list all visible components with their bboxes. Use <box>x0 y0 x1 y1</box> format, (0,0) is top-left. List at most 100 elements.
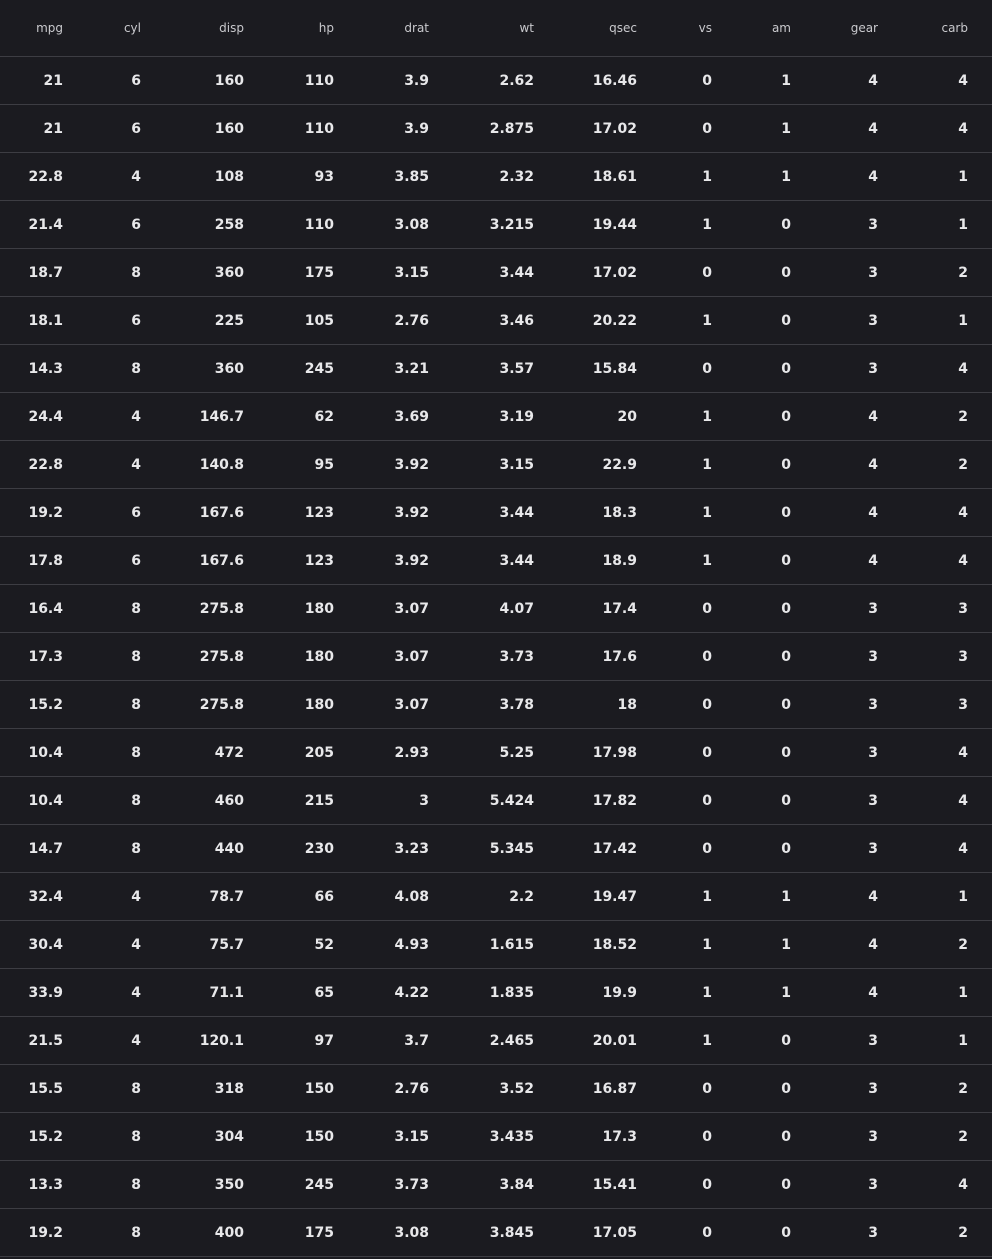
table-cell-qsec: 15.41 <box>592 1176 637 1193</box>
table-cell-drat: 2.93 <box>394 744 429 761</box>
column-header-wt[interactable]: wt <box>519 21 534 35</box>
table-cell-mpg: 21 <box>43 72 63 89</box>
column-header-gear[interactable]: gear <box>850 21 878 35</box>
table-cell-mpg: 33.9 <box>28 984 63 1001</box>
table-cell-drat: 4.93 <box>394 936 429 953</box>
table-cell-drat: 3.07 <box>394 600 429 617</box>
table-cell-disp: 140.8 <box>199 456 244 473</box>
column-header-disp[interactable]: disp <box>219 21 244 35</box>
table-cell-gear: 3 <box>868 1176 878 1193</box>
table-cell-cyl: 4 <box>131 168 141 185</box>
table-cell-wt: 3.215 <box>489 216 534 233</box>
table-row: 21 6 160 110 3.9 2.62 16.46 0 1 4 4 <box>0 57 992 105</box>
column-header-drat[interactable]: drat <box>404 21 429 35</box>
table-cell-cyl: 8 <box>131 264 141 281</box>
table-cell-drat: 3 <box>419 792 429 809</box>
table-cell-carb: 1 <box>958 888 968 905</box>
table-cell-carb: 4 <box>958 504 968 521</box>
table-cell-mpg: 21 <box>43 120 63 137</box>
table-cell-cyl: 6 <box>131 504 141 521</box>
table-cell-wt: 1.835 <box>489 984 534 1001</box>
table-row: 32.4 4 78.7 66 4.08 2.2 19.47 1 1 4 1 <box>0 873 992 921</box>
table-cell-cyl: 4 <box>131 888 141 905</box>
table-cell-cyl: 8 <box>131 1080 141 1097</box>
table-cell-vs: 0 <box>702 360 712 377</box>
column-header-carb[interactable]: carb <box>941 21 968 35</box>
table-cell-am: 0 <box>781 504 791 521</box>
table-cell-drat: 3.08 <box>394 216 429 233</box>
table-row: 15.2 8 304 150 3.15 3.435 17.3 0 0 3 2 <box>0 1113 992 1161</box>
table-cell-vs: 1 <box>702 936 712 953</box>
table-cell-drat: 4.08 <box>394 888 429 905</box>
table-cell-drat: 3.21 <box>394 360 429 377</box>
table-cell-wt: 3.84 <box>499 1176 534 1193</box>
table-row: 33.9 4 71.1 65 4.22 1.835 19.9 1 1 4 1 <box>0 969 992 1017</box>
column-header-qsec[interactable]: qsec <box>609 21 637 35</box>
table-cell-am: 0 <box>781 600 791 617</box>
table-cell-wt: 2.2 <box>509 888 534 905</box>
table-cell-qsec: 17.02 <box>592 120 637 137</box>
table-cell-am: 0 <box>781 360 791 377</box>
table-cell-vs: 1 <box>702 168 712 185</box>
table-cell-qsec: 18.61 <box>592 168 637 185</box>
table-row: 19.2 8 400 175 3.08 3.845 17.05 0 0 3 2 <box>0 1209 992 1257</box>
table-cell-vs: 0 <box>702 696 712 713</box>
table-cell-cyl: 4 <box>131 408 141 425</box>
table-row: 21.4 6 258 110 3.08 3.215 19.44 1 0 3 1 <box>0 201 992 249</box>
column-header-hp[interactable]: hp <box>318 21 334 35</box>
table-cell-mpg: 21.4 <box>28 216 63 233</box>
table-row: 17.8 6 167.6 123 3.92 3.44 18.9 1 0 4 4 <box>0 537 992 585</box>
table-cell-vs: 1 <box>702 312 712 329</box>
table-cell-hp: 245 <box>304 360 334 377</box>
table-cell-wt: 2.62 <box>499 72 534 89</box>
table-cell-cyl: 8 <box>131 744 141 761</box>
table-cell-drat: 3.23 <box>394 840 429 857</box>
table-cell-wt: 3.845 <box>489 1224 534 1241</box>
table-row: 30.4 4 75.7 52 4.93 1.615 18.52 1 1 4 2 <box>0 921 992 969</box>
table-cell-am: 0 <box>781 1224 791 1241</box>
column-header-am[interactable]: am <box>771 21 791 35</box>
table-row: 15.2 8 275.8 180 3.07 3.78 18 0 0 3 3 <box>0 681 992 729</box>
table-cell-carb: 2 <box>958 264 968 281</box>
table-cell-drat: 3.92 <box>394 504 429 521</box>
column-header-mpg[interactable]: mpg <box>36 21 63 35</box>
table-cell-cyl: 8 <box>131 648 141 665</box>
table-cell-wt: 3.15 <box>499 456 534 473</box>
table-cell-vs: 1 <box>702 552 712 569</box>
table-cell-carb: 4 <box>958 552 968 569</box>
table-cell-gear: 3 <box>868 696 878 713</box>
table-cell-gear: 3 <box>868 840 878 857</box>
table-cell-gear: 3 <box>868 744 878 761</box>
table-cell-mpg: 32.4 <box>28 888 63 905</box>
table-cell-wt: 3.435 <box>489 1128 534 1145</box>
table-cell-am: 0 <box>781 792 791 809</box>
table-cell-disp: 304 <box>214 1128 244 1145</box>
table-cell-hp: 52 <box>314 936 334 953</box>
table-cell-gear: 4 <box>868 888 878 905</box>
table-cell-gear: 3 <box>868 216 878 233</box>
table-cell-wt: 3.44 <box>499 264 534 281</box>
column-header-vs[interactable]: vs <box>698 21 712 35</box>
table-cell-mpg: 19.2 <box>28 1224 63 1241</box>
table-cell-carb: 4 <box>958 1176 968 1193</box>
table-cell-mpg: 10.4 <box>28 792 63 809</box>
table-cell-gear: 3 <box>868 600 878 617</box>
table-row: 14.7 8 440 230 3.23 5.345 17.42 0 0 3 4 <box>0 825 992 873</box>
table-cell-vs: 1 <box>702 408 712 425</box>
table-cell-drat: 3.92 <box>394 456 429 473</box>
table-cell-am: 0 <box>781 456 791 473</box>
table-cell-wt: 3.57 <box>499 360 534 377</box>
table-cell-gear: 4 <box>868 504 878 521</box>
table-cell-cyl: 6 <box>131 120 141 137</box>
table-cell-hp: 95 <box>314 456 334 473</box>
table-cell-qsec: 17.6 <box>602 648 637 665</box>
table-cell-mpg: 13.3 <box>28 1176 63 1193</box>
table-cell-gear: 4 <box>868 408 878 425</box>
table-cell-am: 0 <box>781 1128 791 1145</box>
table-cell-cyl: 6 <box>131 552 141 569</box>
table-cell-cyl: 6 <box>131 72 141 89</box>
column-header-cyl[interactable]: cyl <box>123 21 141 35</box>
table-cell-mpg: 10.4 <box>28 744 63 761</box>
table-cell-drat: 4.22 <box>394 984 429 1001</box>
table-cell-hp: 175 <box>304 1224 334 1241</box>
